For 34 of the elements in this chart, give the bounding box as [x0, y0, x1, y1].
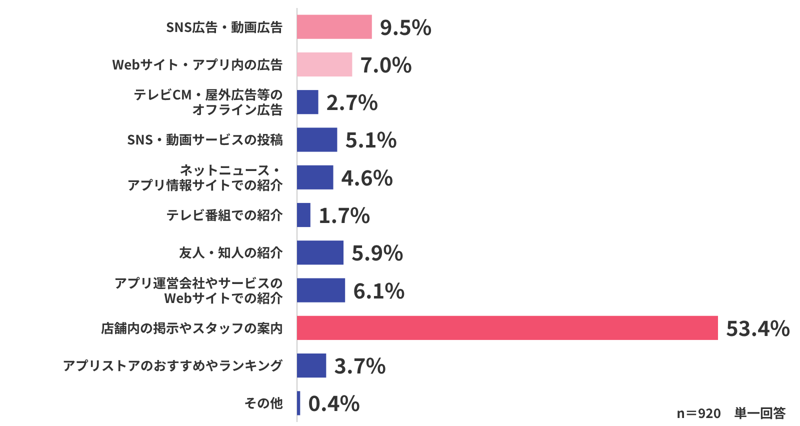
- y-tick-label: テレビCM・屋外広告等のオフライン広告: [133, 84, 283, 119]
- annotation: n＝920 単一回答: [676, 403, 786, 422]
- bar: [297, 14, 372, 39]
- bar: [297, 165, 334, 190]
- y-tick-label: 友人・知人の紹介: [178, 242, 283, 262]
- bar: [297, 52, 352, 76]
- data-label: 5.9%: [352, 238, 404, 268]
- bar: [297, 240, 344, 265]
- y-tick-label: SNS広告・動画広告: [166, 16, 283, 36]
- data-label: 0.4%: [308, 388, 360, 418]
- bar: [297, 391, 300, 416]
- data-label: 53.4%: [726, 312, 790, 343]
- bar: [297, 278, 346, 302]
- bar: [297, 90, 318, 114]
- y-tick-label: その他: [244, 393, 283, 412]
- y-tick-label: テレビ番組での紹介: [166, 205, 283, 224]
- data-label: 5.1%: [345, 124, 398, 155]
- bar: [297, 354, 326, 378]
- y-tick-label: アプリ運営会社やサービスのWebサイトでの紹介: [114, 272, 283, 307]
- y-tick-label: ネットニュース・アプリ情報サイトでの紹介: [126, 160, 283, 194]
- data-label: 1.7%: [318, 200, 370, 230]
- data-label: 6.1%: [353, 275, 405, 306]
- bar: [297, 128, 338, 152]
- y-tick-label: 店舗内の掲示やスタッフの案内: [100, 318, 283, 337]
- y-tick-label: アプリストアのおすすめやランキング: [62, 356, 283, 375]
- y-tick-label: Webサイト・アプリ内の広告: [112, 54, 283, 74]
- bar: [297, 316, 718, 340]
- data-label: 7.0%: [360, 49, 412, 80]
- data-label: 4.6%: [341, 162, 394, 192]
- data-label: 2.7%: [326, 87, 378, 118]
- data-label: 3.7%: [334, 350, 386, 381]
- y-tick-label: SNS・動画サービスの投稿: [127, 130, 283, 149]
- data-label: 9.5%: [380, 12, 432, 42]
- bar: [297, 202, 310, 228]
